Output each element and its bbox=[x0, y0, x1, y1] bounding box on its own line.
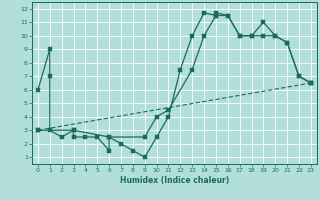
X-axis label: Humidex (Indice chaleur): Humidex (Indice chaleur) bbox=[120, 176, 229, 185]
